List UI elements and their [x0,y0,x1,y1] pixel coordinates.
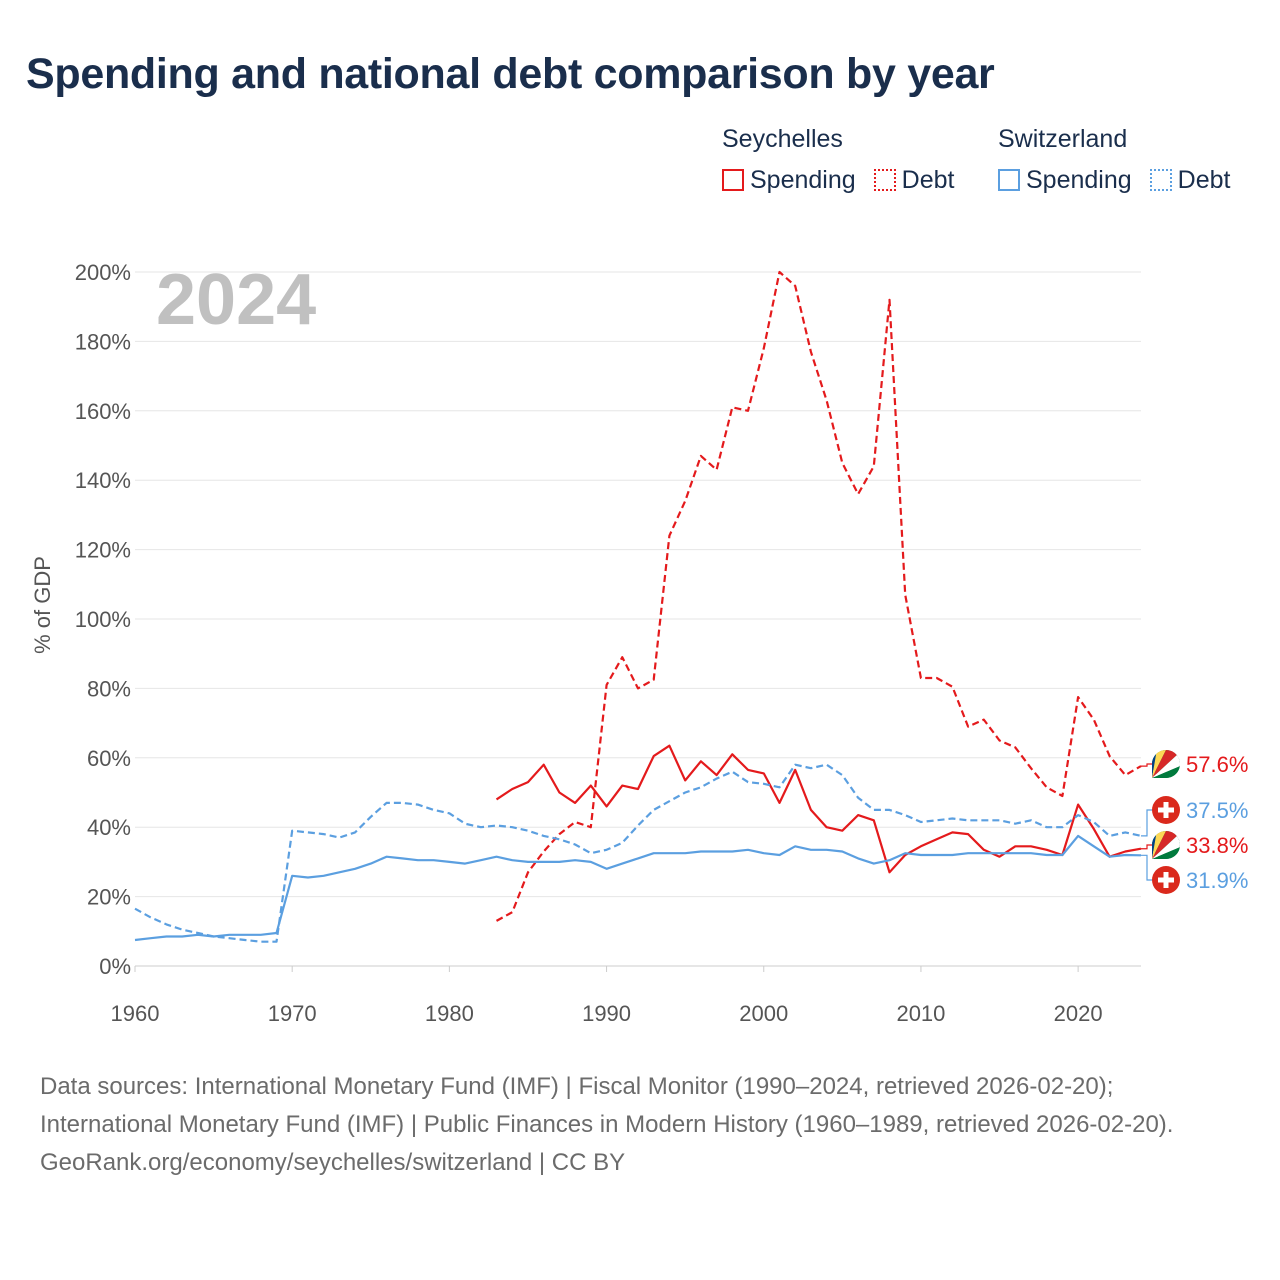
grid-lines [135,271,1141,967]
flag-stripe [1152,766,1180,778]
end-label-leader [1141,809,1153,837]
end-label-leader [1141,763,1153,767]
y-tick-label: 200% [75,260,131,285]
legend-item-seychelles-spending[interactable]: Spending [722,166,856,194]
y-tick-label: 0% [99,954,131,979]
flag-stripe [1152,835,1157,859]
legend-item-label: Debt [901,166,955,194]
y-tick-label: 160% [75,399,131,424]
legend-group-title: Switzerland [998,125,1128,153]
source-link[interactable]: GeoRank.org/economy/seychelles/switzerla… [40,1149,626,1176]
y-axis-label: % of GDP [30,556,55,654]
end-value-label: 37.5% [1186,798,1248,823]
switzerland-spending-line [134,834,1142,942]
legend-item-label: Spending [1026,166,1132,194]
source-note: Data sources: International Monetary Fun… [40,1068,1240,1182]
y-axis-ticks: 0% 20% 40% 60% 80% 100% 120% 140% 160% 180% 200% [75,260,131,979]
x-tick-label: 1960 [111,1001,160,1026]
legend-item-label: Debt [1177,166,1231,194]
flag-stripe [1152,831,1177,859]
flag-stripe [1152,836,1180,859]
legend-item-label: Spending [750,166,856,194]
x-tick-label: 2020 [1054,1001,1103,1026]
y-tick-label: 100% [75,607,131,632]
legend-swatch-dotted [1149,169,1172,191]
y-tick-label: 120% [75,538,131,563]
flag-stripe [1152,750,1177,778]
legend-swatch-dotted [873,169,896,191]
legend-item-switzerland-debt[interactable]: Debt [1149,166,1231,194]
y-tick-label: 80% [87,676,131,701]
line-chart: 0% 20% 40% 60% 80% 100% 120% 140% 160% 180% 200% 1… [30,260,1248,1026]
end-value-label: 33.8% [1186,833,1248,858]
end-label-leader [1141,844,1153,850]
source-text: Data sources: International Monetary Fun… [40,1073,1174,1138]
series-lines [134,270,1142,943]
y-tick-label: 40% [87,815,131,840]
legend-item-seychelles-debt[interactable]: Debt [873,166,955,194]
x-tick-label: 2000 [739,1001,788,1026]
flag-stripe [1152,755,1180,778]
end-labels: 57.6% 33.8% 37.5% 31.9% [1141,750,1248,894]
legend-group-title: Seychelles [722,125,843,153]
seychelles-debt-line [495,270,1142,922]
legend-swatch-solid [998,169,1020,191]
end-value-label: 31.9% [1186,868,1248,893]
x-tick-label: 1980 [425,1001,474,1026]
x-axis-ticks: 1960 1970 1980 1990 2000 2010 2020 [111,966,1103,1026]
year-label: 2024 [156,260,316,340]
end-label-leader [1141,854,1153,881]
end-value-label: 57.6% [1186,752,1248,777]
page-title: Spending and national debt comparison by… [26,50,995,98]
flag-stripe [1152,847,1180,859]
x-tick-label: 1970 [268,1001,317,1026]
flag-stripe [1152,754,1157,778]
x-tick-label: 1990 [582,1001,631,1026]
y-tick-label: 180% [75,329,131,354]
x-tick-label: 2010 [896,1001,945,1026]
flag-cross-horizontal [1158,807,1174,813]
legend-item-switzerland-spending[interactable]: Spending [998,166,1132,194]
legend-switzerland: Switzerland Spending Debt [998,122,1248,194]
y-tick-label: 60% [87,746,131,771]
seychelles-spending-line [495,744,1142,874]
flag-cross-horizontal [1158,877,1174,883]
switzerland-debt-line [134,763,1142,943]
legend-swatch-solid [722,169,744,191]
y-tick-label: 20% [87,885,131,910]
y-tick-label: 140% [75,468,131,493]
legend-seychelles: Seychelles Spending Debt [722,122,972,194]
